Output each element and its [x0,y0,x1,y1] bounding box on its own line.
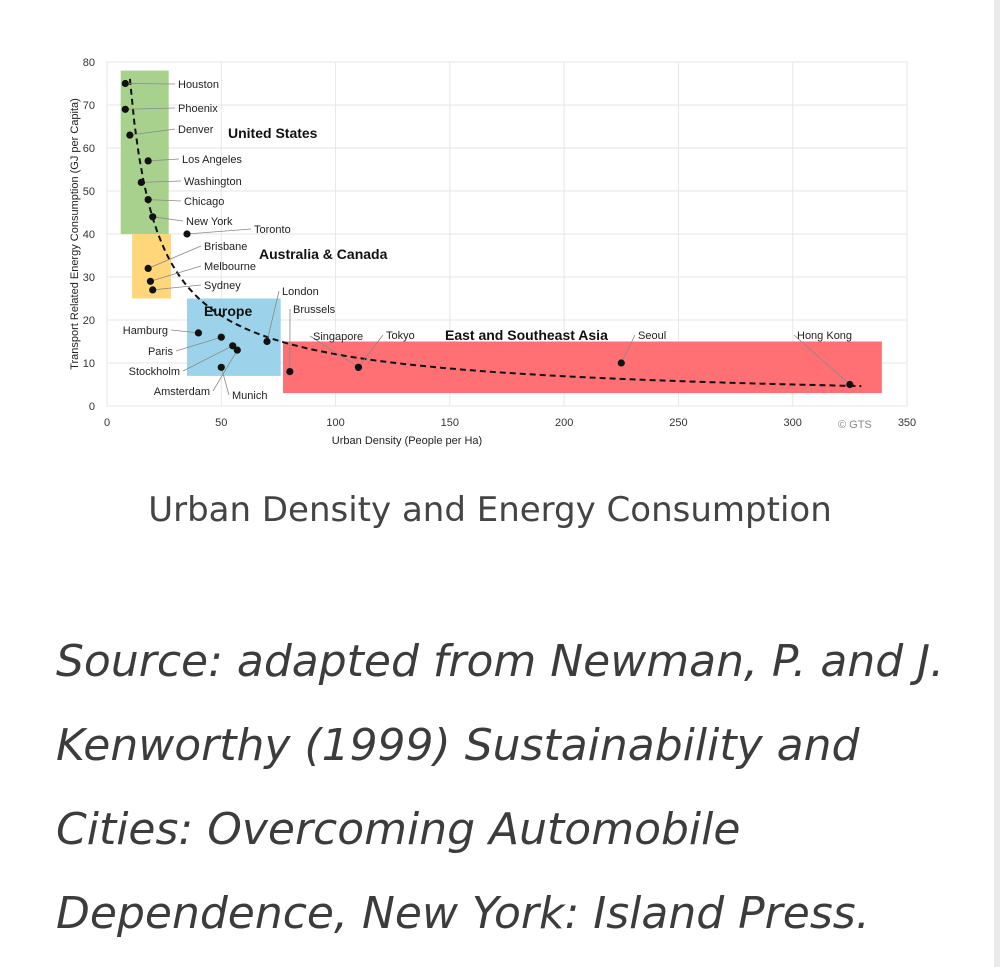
point-label: Hamburg [123,325,168,337]
point-label: Phoenix [178,103,218,115]
x-tick-label: 250 [669,417,687,429]
data-point [137,178,145,186]
leader-line [266,290,280,342]
point-label: Houston [178,79,219,91]
data-point [149,213,157,221]
x-tick-label: 0 [104,417,110,429]
point-label: Chicago [184,196,224,208]
y-tick-label: 50 [83,186,95,198]
chart-image: 0 50 100 150 200 250 300 350 0 10 20 30 40 50 60 70 80 Ur… [0,0,1000,470]
data-point [121,79,129,88]
y-tick-label: 0 [89,401,95,413]
x-tick-label: 150 [441,417,459,429]
x-tick-label: 50 [215,417,227,429]
point-label: Brisbane [204,241,247,253]
y-axis-title: Transport Related Energy Consumption (GJ… [69,98,81,370]
leader-line [309,335,359,368]
data-point [217,333,225,341]
x-tick-label: 100 [326,417,344,429]
point-label: Melbourne [204,261,256,273]
data-point [263,337,271,346]
leader-line [148,158,180,162]
point-label: New York [186,216,233,228]
region-label: Australia & Canada [259,246,388,262]
point-label: Toronto [254,224,291,236]
leader-line [793,334,851,385]
data-point [144,264,152,272]
data-point [144,196,152,204]
page-edge [994,0,1000,967]
x-axis-title: Urban Density (People per Ha) [332,435,482,447]
leader-line [147,245,202,269]
leader-line [125,107,176,110]
x-tick-label: 300 [784,417,802,429]
point-label: Sydney [204,280,241,292]
leader-line [125,83,176,85]
scatter-chart: 0 50 100 150 200 250 300 350 0 10 20 30 40 50 60 70 80 Ur… [69,57,916,447]
point-label: Stockholm [129,366,180,378]
data-point [217,363,225,371]
figure-caption: Urban Density and Energy Consumption [148,490,832,530]
y-tick-label: 60 [83,143,95,155]
point-label: Paris [148,346,174,358]
point-label: London [282,286,319,298]
point-label: Brussels [293,304,336,316]
point-label: Tokyo [386,330,415,342]
y-tick-label: 70 [83,100,95,112]
point-label: Munich [232,390,267,402]
data-point [126,131,134,139]
region-box [120,70,169,234]
region-label: United States [228,125,318,141]
data-point [194,329,203,337]
data-point [183,230,191,238]
leader-line [220,367,230,396]
leader-line [182,345,233,372]
leader-line [212,349,238,392]
data-point [617,359,625,367]
point-label: Hong Kong [797,330,852,342]
y-tick-label: 30 [83,272,95,284]
data-point [146,277,155,285]
point-label: Washington [184,176,242,188]
data-point [121,105,129,113]
leader-line [186,228,252,235]
source-citation: Source: adapted from Newman, P. and J. K… [56,636,945,939]
data-point [233,346,241,354]
leader-line [148,199,182,202]
region-label: Europe [204,303,252,319]
x-tick-label: 350 [898,417,916,429]
data-point [354,363,363,371]
leader-line [152,216,184,222]
leader-line [152,284,202,291]
copyright-mark: © GTS [838,419,872,431]
data-point [149,286,157,294]
data-point [229,342,237,350]
point-label: Amsterdam [154,386,210,398]
leader-line [620,334,636,364]
point-label: Los Angeles [182,154,242,166]
point-label: Seoul [638,330,666,342]
y-tick-label: 40 [83,229,95,241]
x-tick-label: 200 [555,417,573,429]
data-point [144,157,152,165]
point-label: Singapore [313,331,363,343]
data-point [846,380,854,389]
leader-line [170,329,199,334]
leader-line [129,128,176,136]
leader-line [175,336,222,352]
leader-line [358,334,384,368]
leader-line [150,265,202,282]
y-tick-label: 20 [83,315,95,327]
trend-line [128,78,862,388]
region-label: East and Southeast Asia [445,327,608,343]
data-point [286,368,294,376]
y-tick-label: 10 [83,358,95,370]
leader-line [141,180,182,183]
point-label: Denver [178,124,214,136]
y-tick-label: 80 [83,57,95,69]
